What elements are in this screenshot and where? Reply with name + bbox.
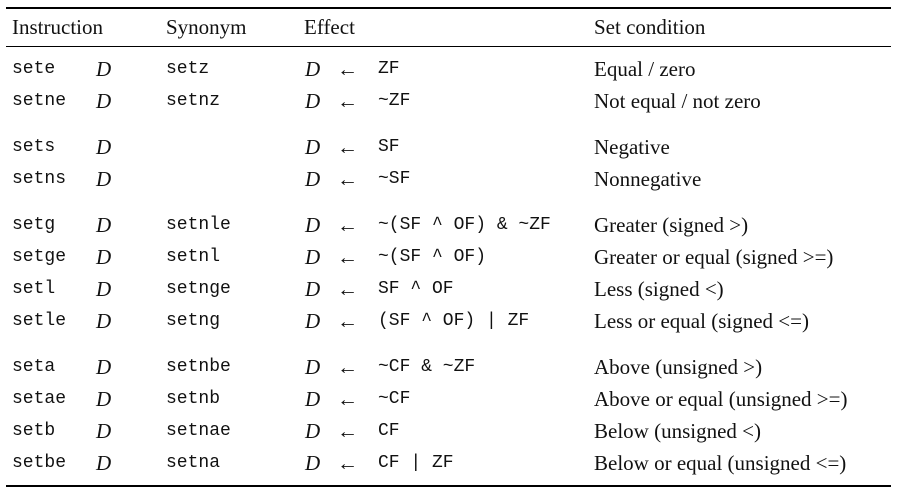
condition: Negative [594, 135, 670, 159]
bottom-rule [6, 485, 891, 487]
effect-expr: ~ZF [378, 91, 411, 111]
operand: D [96, 213, 112, 237]
synonym: setnb [166, 389, 221, 409]
effect-expr: SF [378, 137, 400, 157]
effect-arrow: ← [337, 89, 358, 113]
operand: D [96, 309, 112, 333]
effect-expr: ~CF [378, 389, 411, 409]
effect-expr: ~(SF ^ OF) & ~ZF [378, 215, 551, 235]
header-cell: Synonym [166, 15, 247, 39]
synonym: setnle [166, 215, 231, 235]
condition: Greater or equal (signed >=) [594, 245, 834, 269]
condition: Nonnegative [594, 167, 702, 191]
operand: D [96, 387, 112, 411]
instruction: setb [12, 421, 56, 441]
instruction: setg [12, 215, 56, 235]
operand: D [96, 89, 112, 113]
effect-arrow: ← [337, 57, 358, 81]
operand: D [96, 419, 112, 443]
effect-expr: (SF ^ OF) | ZF [378, 311, 530, 331]
effect-dest: D [305, 387, 321, 411]
effect-expr: ~CF & ~ZF [378, 357, 476, 377]
operand: D [96, 451, 112, 475]
header-rule [6, 46, 891, 47]
effect-dest: D [305, 309, 321, 333]
instruction: setl [12, 279, 56, 299]
synonym: setng [166, 311, 221, 331]
condition: Equal / zero [594, 57, 696, 81]
effect-arrow: ← [337, 355, 358, 379]
operand: D [96, 167, 112, 191]
effect-arrow: ← [337, 213, 358, 237]
effect-dest: D [305, 355, 321, 379]
effect-arrow: ← [337, 419, 358, 443]
synonym: setnl [166, 247, 221, 267]
effect-dest: D [305, 89, 321, 113]
instruction: setge [12, 247, 67, 267]
operand: D [96, 277, 112, 301]
effect-arrow: ← [337, 387, 358, 411]
operand: D [96, 57, 112, 81]
operand: D [96, 245, 112, 269]
effect-arrow: ← [337, 245, 358, 269]
condition: Greater (signed >) [594, 213, 749, 237]
condition: Less (signed <) [594, 277, 724, 301]
instruction: sete [12, 59, 56, 79]
effect-arrow: ← [337, 277, 358, 301]
effect-expr: ~(SF ^ OF) [378, 247, 487, 267]
instruction: seta [12, 357, 56, 377]
effect-expr: ~SF [378, 169, 411, 189]
synonym: setnae [166, 421, 231, 441]
effect-expr: SF ^ OF [378, 279, 454, 299]
effect-dest: D [305, 419, 321, 443]
instruction: setns [12, 169, 67, 189]
top-rule [6, 7, 891, 9]
effect-arrow: ← [337, 135, 358, 159]
effect-dest: D [305, 167, 321, 191]
synonym: setz [166, 59, 210, 79]
effect-dest: D [305, 451, 321, 475]
effect-arrow: ← [337, 451, 358, 475]
synonym: setnbe [166, 357, 231, 377]
condition: Not equal / not zero [594, 89, 761, 113]
effect-dest: D [305, 213, 321, 237]
synonym: setna [166, 453, 221, 473]
condition: Above (unsigned >) [594, 355, 763, 379]
operand: D [96, 135, 112, 159]
effect-dest: D [305, 57, 321, 81]
effect-expr: ZF [378, 59, 400, 79]
condition: Below or equal (unsigned <=) [594, 451, 847, 475]
effect-expr: CF | ZF [378, 453, 454, 473]
effect-arrow: ← [337, 309, 358, 333]
instruction: setae [12, 389, 67, 409]
header-cell: Effect [304, 15, 355, 39]
synonym: setnz [166, 91, 221, 111]
condition: Less or equal (signed <=) [594, 309, 809, 333]
synonym: setnge [166, 279, 231, 299]
condition: Below (unsigned <) [594, 419, 761, 443]
instruction: setne [12, 91, 67, 111]
effect-arrow: ← [337, 167, 358, 191]
instruction: sets [12, 137, 56, 157]
effect-expr: CF [378, 421, 400, 441]
header-cell: Set condition [594, 15, 706, 39]
effect-dest: D [305, 277, 321, 301]
condition: Above or equal (unsigned >=) [594, 387, 848, 411]
instruction: setbe [12, 453, 67, 473]
operand: D [96, 355, 112, 379]
effect-dest: D [305, 245, 321, 269]
header-cell: Instruction [12, 15, 103, 39]
instruction: setle [12, 311, 67, 331]
effect-dest: D [305, 135, 321, 159]
